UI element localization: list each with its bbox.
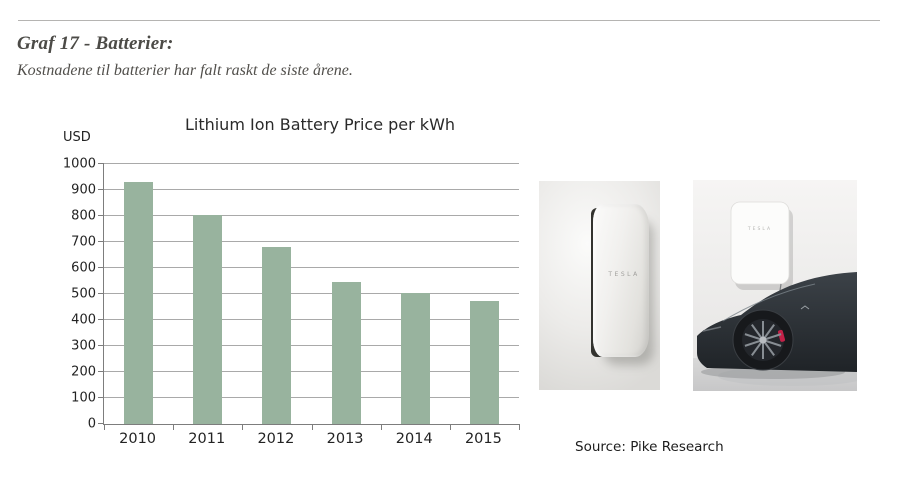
chart-title: Lithium Ion Battery Price per kWh — [184, 115, 456, 134]
y-axis-tick — [98, 189, 104, 190]
y-axis-labels: 0 100 200 300 400 500 600 700 800 900 1000 — [52, 157, 96, 432]
powerwall-front-face: TESLA — [593, 203, 650, 357]
x-axis-tick — [242, 424, 244, 430]
gridline — [104, 267, 519, 268]
y-tick-label: 200 — [71, 364, 96, 380]
gridline — [104, 215, 519, 216]
gridline — [104, 163, 519, 164]
x-axis-tick — [519, 424, 520, 430]
powerwall-unit — [730, 201, 790, 285]
fender-badge — [800, 305, 810, 310]
y-axis-tick — [98, 319, 104, 320]
tesla-wordmark: TESLA — [608, 271, 640, 279]
x-axis-tick — [173, 424, 175, 430]
x-tick-label: 2013 — [326, 431, 364, 447]
bar-2015 — [469, 300, 499, 424]
x-tick-label: 2011 — [188, 431, 226, 447]
tesla-powerwall-product-photo: TESLA — [539, 181, 660, 390]
y-axis-tick — [98, 163, 104, 164]
x-axis-tick — [104, 424, 105, 430]
y-tick-label: 1000 — [62, 156, 96, 172]
y-axis-tick — [98, 215, 104, 216]
y-axis-tick — [98, 345, 104, 346]
source-credit: Source: Pike Research — [575, 439, 724, 455]
plot-area — [98, 163, 520, 430]
gridline — [104, 397, 519, 398]
top-divider — [18, 20, 880, 21]
x-tick-label: 2015 — [464, 431, 502, 447]
tesla-wordmark: TESLA — [747, 226, 772, 232]
gridline — [104, 293, 519, 294]
y-axis-tick — [98, 241, 104, 242]
gridline — [104, 241, 519, 242]
x-tick-label: 2012 — [257, 431, 295, 447]
y-tick-label: 400 — [71, 312, 96, 328]
x-tick-label: 2010 — [119, 431, 157, 447]
bar-2012 — [262, 247, 292, 424]
bar-2011 — [193, 214, 223, 424]
y-axis-tick — [98, 293, 104, 294]
x-axis-tick — [311, 424, 313, 430]
gridline — [104, 189, 519, 190]
hood-highlight — [722, 283, 816, 322]
y-tick-label: 100 — [71, 390, 96, 406]
gridline — [104, 345, 519, 346]
y-tick-label: 800 — [71, 208, 96, 224]
bar-2010 — [124, 182, 154, 424]
page-subtitle: Kostnadene til batterier har falt raskt … — [17, 62, 353, 79]
y-axis-tick — [98, 267, 104, 268]
page-title: Graf 17 - Batterier: — [17, 33, 174, 54]
front-wheel — [732, 309, 794, 371]
bar-2013 — [331, 282, 361, 424]
bar-2014 — [400, 292, 430, 424]
powerwall-car-illustration: TESLA — [693, 180, 857, 391]
y-tick-label: 500 — [71, 286, 96, 302]
headlight — [702, 326, 722, 332]
y-axis-unit-label: USD — [63, 130, 91, 145]
gridline — [104, 319, 519, 320]
y-axis-tick — [98, 371, 104, 372]
x-tick-label: 2014 — [395, 431, 433, 447]
x-axis-tick — [380, 424, 382, 430]
x-axis-tick — [449, 424, 451, 430]
y-tick-label: 700 — [71, 234, 96, 250]
y-axis-tick — [98, 397, 104, 398]
gridline — [104, 371, 519, 372]
y-tick-label: 0 — [87, 416, 96, 432]
y-tick-label: 600 — [71, 260, 96, 276]
wheel-hub — [759, 336, 767, 344]
y-axis-tick — [98, 423, 104, 424]
y-tick-label: 300 — [71, 338, 96, 354]
brake-caliper — [777, 329, 786, 342]
x-axis-labels: 2010 2011 2012 2013 2014 2015 — [103, 431, 518, 451]
tesla-powerwall-with-model-s-photo: TESLA — [693, 180, 857, 391]
y-tick-label: 900 — [71, 182, 96, 198]
